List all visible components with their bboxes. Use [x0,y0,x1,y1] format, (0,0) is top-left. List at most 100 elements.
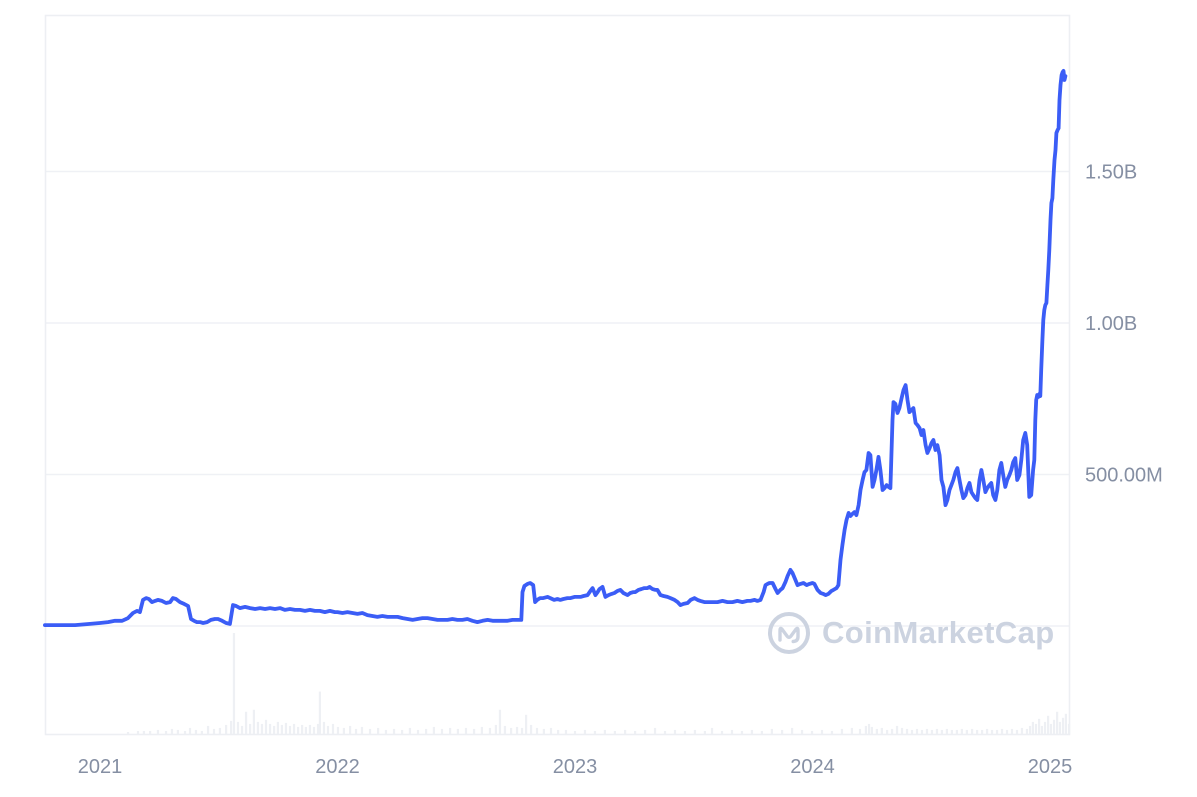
volume-bar [401,729,404,734]
volume-bar [624,729,627,734]
volume-bar [1043,721,1047,734]
volume-bar [885,729,889,734]
volume-bar [244,711,248,734]
y-tick-label: 1.50B [1085,162,1137,184]
volume-bar [683,730,687,734]
volume-bar [322,721,326,734]
volume-bar [126,731,130,734]
volume-bar [142,730,146,734]
volume-bar [1015,729,1019,734]
volume-bar [183,730,187,734]
volume-bar [1047,715,1050,734]
volume-bar [318,691,322,734]
volume-bar [940,729,944,734]
volume-bar [535,727,539,734]
volume-bar [915,728,919,734]
volume-bar [176,729,179,734]
volume-bar [225,724,228,734]
volume-bar [456,728,460,734]
volume-bar [960,728,963,734]
volume-bar [218,727,222,734]
volume-bar [342,727,346,734]
volume-bar [1040,725,1044,734]
volume-bar [408,727,412,734]
volume-bar [720,730,724,734]
volume-bar [498,709,502,734]
volume-bar [432,726,436,734]
volume-bar [1028,725,1032,734]
volume-bar [480,726,483,734]
volume-bar [895,725,899,734]
volume-bar [416,729,420,734]
volume-bar [1058,721,1062,734]
volume-bar [354,728,358,734]
volume-bar [573,730,577,734]
volume-bar [542,728,545,734]
volume-bar [164,730,168,734]
volume-bar [1000,728,1004,734]
volume-bar [840,728,844,734]
volume-bar [1067,723,1071,734]
volume-bar [1037,718,1041,734]
volume-bar [524,714,528,734]
x-tick-label: 2024 [790,756,835,778]
y-tick-label: 1.00B [1085,313,1137,335]
volume-bar [935,728,939,734]
volume-bar [316,723,320,734]
volume-bar [188,727,192,734]
volume-bar [593,730,597,734]
volume-bar [900,727,904,734]
x-tick-label: 2021 [78,756,123,778]
volume-bar [910,729,914,734]
volume-bar [810,730,814,734]
volume-bar [740,730,744,734]
volume-bar [693,729,697,734]
volume-bar [1064,713,1068,734]
volume-bar [643,729,647,734]
volume-bar [985,728,989,734]
volume-bar [292,723,296,734]
volume-bar [965,729,968,734]
volume-bar [249,723,252,734]
volume-bar [781,729,784,734]
volume-bar [995,729,999,734]
volume-bar [440,728,444,734]
y-tick-label: 500.00M [1085,465,1163,487]
volume-bar [583,729,587,734]
volume-bar [950,729,954,734]
volume-bar [308,724,312,734]
volume-bar [280,724,284,734]
volume-bar [703,730,707,734]
volume-bar [975,729,979,734]
price-line[interactable] [43,69,1068,627]
volume-bar [633,730,637,734]
volume-bar [472,728,476,734]
volume-bar [930,729,934,734]
volume-bar [750,729,754,734]
volume-bar [377,727,380,734]
volume-bar [820,729,824,734]
volume-bar [272,725,276,734]
volume-bar [520,727,524,734]
volume-bar [503,725,507,734]
volume-bar [730,729,734,734]
volume-bar [448,727,452,734]
volume-bar [488,727,492,734]
volume-bar [1020,727,1024,734]
volume-bar [800,729,804,734]
volume-bar [230,720,233,734]
volume-bar [790,727,794,734]
volume-bar [136,730,140,734]
volume-bar [1052,719,1056,734]
volume-bar [905,728,909,734]
volume-bar [331,723,335,734]
volume-bar [200,730,203,734]
volume-bar [336,726,340,734]
volume-bar [276,721,279,734]
volume-bar [268,723,272,734]
volume-bar [971,728,974,734]
volume-bar [264,719,268,734]
volume-bar [260,723,264,734]
volume-bar [301,724,304,734]
